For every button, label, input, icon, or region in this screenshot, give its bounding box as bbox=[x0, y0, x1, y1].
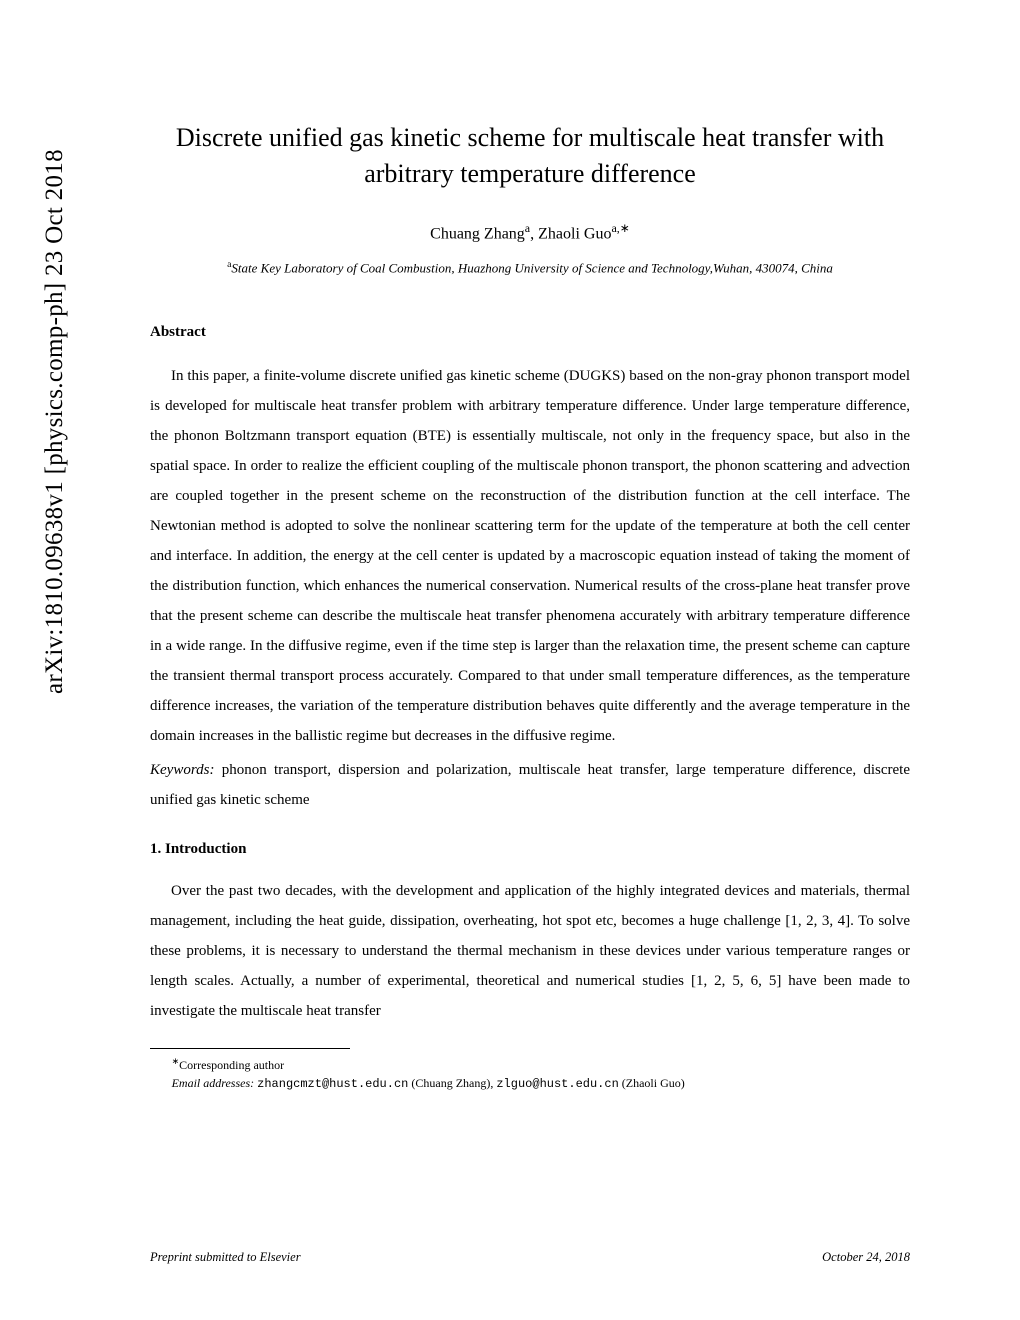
email-2-name: (Zhaoli Guo) bbox=[619, 1076, 685, 1090]
corresponding-author-note: Corresponding author bbox=[179, 1058, 284, 1072]
email-label: Email addresses: bbox=[172, 1076, 255, 1090]
keywords-text: phonon transport, dispersion and polariz… bbox=[150, 762, 910, 808]
author-separator: , Zhaoli Guo bbox=[530, 225, 611, 242]
keywords: Keywords: phonon transport, dispersion a… bbox=[150, 755, 910, 815]
footer-right: October 24, 2018 bbox=[822, 1250, 910, 1265]
abstract-text: In this paper, a finite-volume discrete … bbox=[150, 361, 910, 751]
email-1: zhangcmzt@hust.edu.cn bbox=[257, 1077, 408, 1091]
affiliation: aState Key Laboratory of Coal Combustion… bbox=[150, 259, 910, 276]
email-2: zlguo@hust.edu.cn bbox=[496, 1077, 618, 1091]
email-1-name: (Chuang Zhang), bbox=[408, 1076, 496, 1090]
author-1: Chuang Zhang bbox=[430, 225, 525, 242]
page-content: Discrete unified gas kinetic scheme for … bbox=[0, 0, 1020, 1320]
footer-left: Preprint submitted to Elsevier bbox=[150, 1250, 301, 1265]
introduction-heading: 1. Introduction bbox=[150, 841, 910, 858]
authors: Chuang Zhanga, Zhaoli Guoa,∗ bbox=[150, 221, 910, 243]
footnote-separator bbox=[150, 1048, 350, 1049]
footnote-block: ∗Corresponding author Email addresses: z… bbox=[150, 1055, 910, 1093]
abstract-heading: Abstract bbox=[150, 324, 910, 341]
footnote-marker: ∗ bbox=[172, 1056, 180, 1066]
author-2-affil: a,∗ bbox=[611, 221, 629, 235]
affiliation-text: State Key Laboratory of Coal Combustion,… bbox=[231, 260, 832, 275]
introduction-text: Over the past two decades, with the deve… bbox=[150, 876, 910, 1026]
keywords-label: Keywords: bbox=[150, 762, 214, 778]
paper-title: Discrete unified gas kinetic scheme for … bbox=[150, 120, 910, 193]
page-footer: Preprint submitted to Elsevier October 2… bbox=[150, 1250, 910, 1265]
